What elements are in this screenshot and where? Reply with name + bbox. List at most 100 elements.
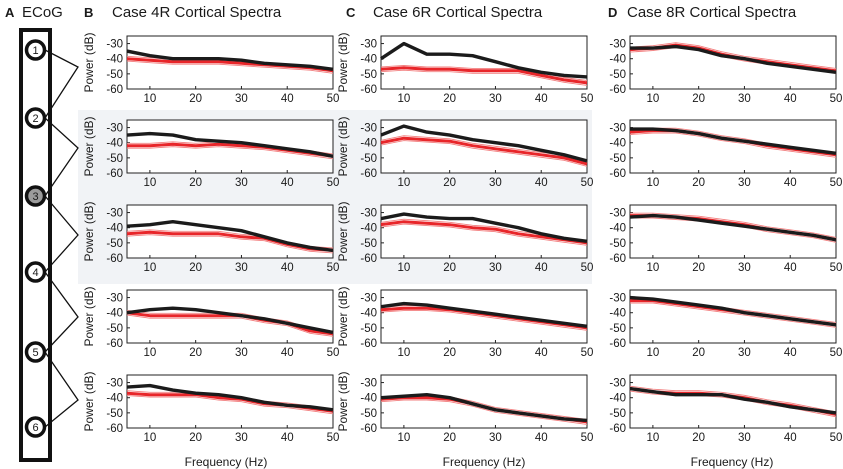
x-tick-label: 40 (535, 262, 548, 274)
x-tick-label: 40 (535, 347, 548, 359)
red-trial-trace (380, 140, 588, 167)
red-trial-trace (380, 223, 588, 246)
y-axis-label: Power (dB) (82, 201, 96, 261)
x-tick-label: 20 (189, 93, 202, 105)
x-tick-label: 30 (489, 347, 502, 359)
ecog-label: ECoG (22, 4, 63, 21)
ecog-strip (19, 28, 52, 462)
x-tick-label: 40 (784, 262, 797, 274)
y-tick-label: -40 (609, 308, 626, 320)
x-tick-label: 50 (327, 347, 340, 359)
plot-1-1: -30 -40 -50 -60 10 20 30 40 50 Power (dB) (82, 32, 339, 105)
x-tick-label: 20 (692, 93, 705, 105)
y-tick-label: -40 (360, 54, 377, 66)
x-tick-label: 30 (489, 177, 502, 189)
red-trial-trace (126, 60, 334, 74)
x-tick-label: 20 (692, 262, 705, 274)
plot-2-1: -30 -40 -50 -60 10 20 30 40 50 Power (dB) (336, 32, 593, 105)
red-trial-trace (126, 395, 334, 415)
x-tick-label: 30 (235, 347, 248, 359)
x-tick-label: 20 (443, 262, 456, 274)
red-trial-trace (629, 385, 837, 413)
y-tick-label: -40 (106, 308, 123, 320)
red-trial-trace (380, 399, 588, 425)
x-tick-label: 10 (397, 262, 410, 274)
x-tick-label: 10 (646, 262, 659, 274)
electrode-5-label: 5 (32, 347, 38, 359)
y-axis-label: Power (dB) (82, 32, 96, 92)
x-tick-label: 50 (581, 347, 594, 359)
plot-2-5: -30 -40 -50 -60 10 20 30 40 50 Power (dB) (336, 371, 593, 444)
red-trial-trace (630, 302, 837, 328)
black-spectrum-line (380, 212, 588, 243)
x-tick-label: 20 (443, 93, 456, 105)
x-tick-label: 10 (397, 177, 410, 189)
red-trial-trace (629, 42, 837, 69)
x-tick-label: 30 (489, 93, 502, 105)
y-tick-label: -50 (106, 153, 123, 165)
y-tick-label: -40 (106, 54, 123, 66)
x-tick-label: 40 (281, 432, 294, 444)
electrode-4-label: 4 (32, 267, 38, 279)
xlabel-8r: Frequency (Hz) (691, 455, 774, 469)
x-tick-label: 30 (738, 262, 751, 274)
y-tick-label: -30 (360, 123, 377, 135)
black-spectrum-line (126, 49, 334, 71)
y-tick-label: -30 (106, 293, 123, 305)
electrode-1-label: 1 (32, 45, 38, 57)
electrode-6-label: 6 (32, 422, 38, 434)
y-tick-label: -40 (360, 393, 377, 405)
x-tick-label: 10 (646, 93, 659, 105)
x-tick-label: 50 (581, 93, 594, 105)
x-tick-label: 30 (489, 262, 502, 274)
y-tick-label: -60 (360, 253, 377, 265)
red-trial-trace (126, 234, 334, 254)
y-tick-label: -30 (609, 39, 626, 51)
y-tick-label: -60 (106, 423, 123, 435)
x-tick-label: 40 (535, 177, 548, 189)
electrode-3: 3 (24, 185, 47, 207)
y-tick-label: -30 (609, 293, 626, 305)
y-tick-label: -60 (106, 253, 123, 265)
x-tick-label: 30 (235, 432, 248, 444)
connector-4-5 (44, 271, 79, 353)
x-tick-label: 50 (830, 177, 843, 189)
x-tick-label: 30 (738, 93, 751, 105)
black-spectrum-line (629, 295, 837, 327)
y-tick-label: -60 (106, 338, 123, 350)
x-tick-label: 50 (327, 177, 340, 189)
x-tick-label: 40 (281, 177, 294, 189)
black-spectrum-line (126, 131, 334, 158)
x-tick-label: 30 (235, 177, 248, 189)
y-axis-label: Power (dB) (82, 371, 96, 431)
black-spectrum-line (629, 386, 837, 415)
red-trial-trace (630, 212, 837, 238)
y-tick-label: -30 (360, 293, 377, 305)
x-tick-label: 20 (443, 177, 456, 189)
panel-letter-b: B (84, 5, 93, 20)
plot-frame (629, 289, 837, 344)
y-tick-label: -50 (609, 408, 626, 420)
black-spectrum-line (630, 127, 837, 155)
panel-letter-a: A (5, 5, 15, 20)
xlabel-4r: Frequency (Hz) (185, 455, 268, 469)
y-tick-label: -40 (360, 223, 377, 235)
panel-letter-c: C (346, 5, 356, 20)
y-tick-label: -60 (609, 84, 626, 96)
x-tick-label: 10 (143, 347, 156, 359)
plot-2-3: -30 -40 -50 -60 10 20 30 40 50 Power (dB) (336, 201, 593, 274)
panel-title-4r: Case 4R Cortical Spectra (112, 4, 282, 21)
red-trial-trace (126, 314, 334, 337)
x-tick-label: 20 (443, 432, 456, 444)
plot-2-2: -30 -40 -50 -60 10 20 30 40 50 Power (dB) (336, 116, 593, 189)
y-tick-label: -30 (106, 123, 123, 135)
x-tick-label: 40 (784, 432, 797, 444)
x-tick-label: 30 (738, 432, 751, 444)
connector-5-6 (44, 351, 79, 428)
black-spectrum-line (380, 393, 588, 423)
y-tick-label: -30 (360, 208, 377, 220)
x-tick-label: 20 (692, 432, 705, 444)
electrode-group: 1 2 3 4 5 6 (24, 39, 47, 438)
y-tick-label: -60 (360, 168, 377, 180)
connector-3-4 (44, 195, 79, 273)
